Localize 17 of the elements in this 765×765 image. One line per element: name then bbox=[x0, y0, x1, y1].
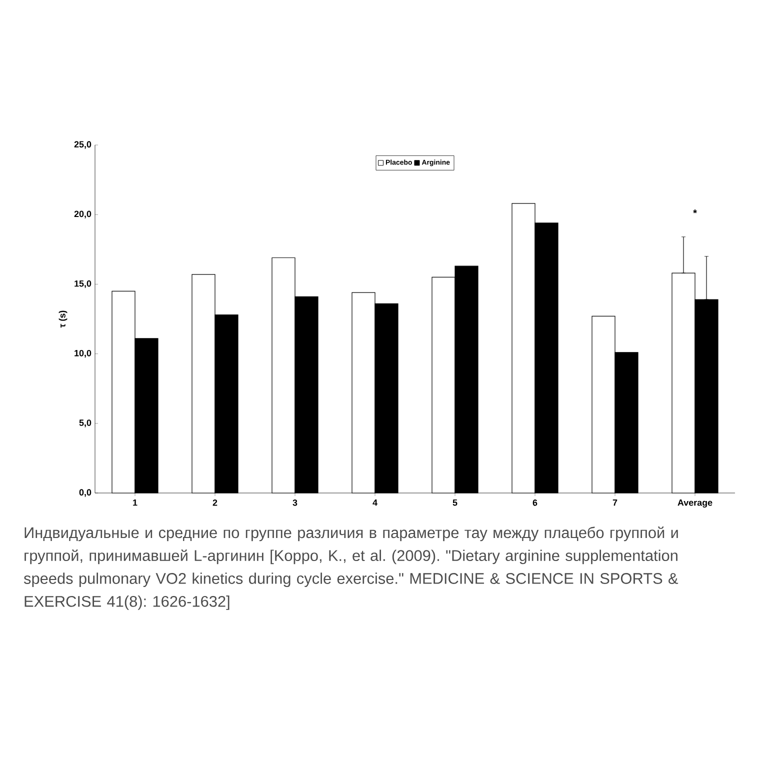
x-tick-label: 2 bbox=[212, 500, 218, 506]
y-tick-label: 15,0 bbox=[74, 280, 92, 288]
y-tick-label: 10,0 bbox=[74, 350, 92, 358]
annotation: * bbox=[693, 210, 697, 214]
x-tick-label: 1 bbox=[133, 500, 138, 506]
y-tick-label: 0,0 bbox=[79, 489, 92, 497]
text: Индвидуальные и средние по группе различия в параметре тау между плацебо группой и группой, принимавшей L-аргинин [Koppo, K., et al. (2009). "Dietary arginine supplementation speeds pulmonary VO2 kinetics during cycle exercise." MEDICINE & SCIENCE IN SPORTS & EXERCISE 41(8): 1626-1632] bbox=[24, 526, 678, 610]
y-tick-label: 25,0 bbox=[74, 141, 92, 149]
x-tick-label: 4 bbox=[372, 500, 378, 506]
y-axis-title: τ (s) bbox=[58, 310, 68, 328]
x-tick-label: 6 bbox=[532, 500, 538, 506]
y-tick-label: 5,0 bbox=[79, 420, 92, 428]
x-tick-label: Average bbox=[678, 500, 712, 508]
x-tick-label: 3 bbox=[292, 500, 298, 506]
x-tick-label: 7 bbox=[612, 500, 618, 506]
y-tick-label: 20,0 bbox=[74, 210, 92, 218]
x-tick-label: 5 bbox=[452, 500, 458, 506]
